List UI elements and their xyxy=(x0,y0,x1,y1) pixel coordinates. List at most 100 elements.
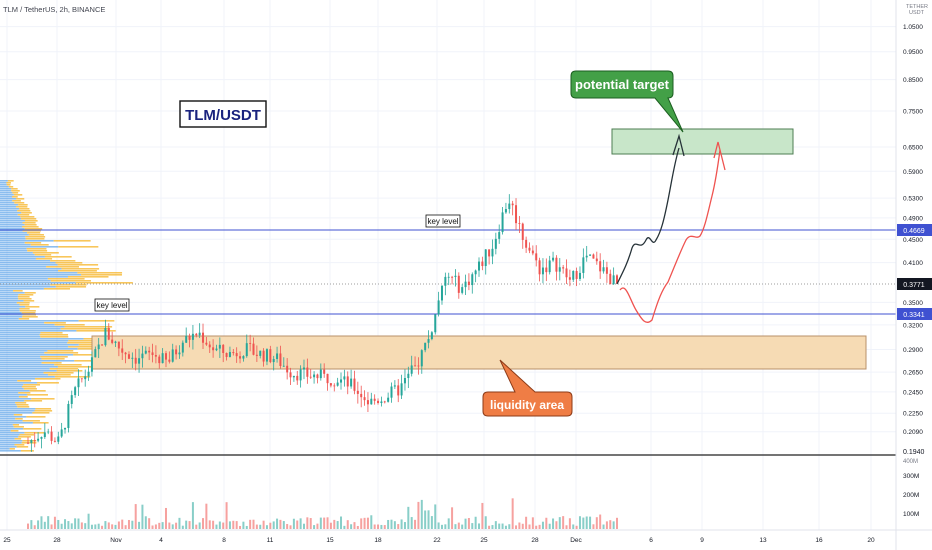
volume-profile-bar xyxy=(47,350,74,352)
key-level-left-box[interactable] xyxy=(94,298,130,312)
volume-bar xyxy=(343,525,346,529)
liquidity-area-zone[interactable] xyxy=(91,335,867,370)
volume-bar xyxy=(508,524,511,529)
volume-bar xyxy=(202,518,205,529)
volume-bar xyxy=(521,523,524,529)
volume-profile-bar xyxy=(58,270,97,272)
candle-body xyxy=(158,356,161,364)
volume-bar xyxy=(134,504,137,529)
candle-body xyxy=(541,267,544,275)
volume-profile-bar xyxy=(0,448,10,450)
volume-profile-bar xyxy=(53,240,91,242)
volume-profile-bar xyxy=(0,406,18,408)
liquidity-area-callout[interactable]: liquidity area xyxy=(482,359,573,417)
volume-bar xyxy=(387,519,390,529)
volume-bar xyxy=(262,520,265,529)
volume-profile-bar xyxy=(16,446,29,448)
volume-bar xyxy=(212,520,215,529)
candle-body xyxy=(531,250,534,254)
candle-body xyxy=(420,350,423,367)
candle-body xyxy=(144,350,147,354)
volume-profile-bar xyxy=(40,336,69,338)
candle-body xyxy=(595,258,598,262)
volume-profile-bar xyxy=(0,208,20,210)
volume-profile-bar xyxy=(0,290,14,292)
volume-profile-bar xyxy=(54,376,91,378)
volume-bar xyxy=(424,510,427,529)
candle-body xyxy=(356,390,359,394)
candle-body xyxy=(188,335,191,340)
time-tick-label: 13 xyxy=(759,537,767,544)
volume-bar xyxy=(148,518,151,529)
volume-profile-bar xyxy=(50,260,76,262)
candle-body xyxy=(124,352,127,355)
candle-body xyxy=(387,397,390,402)
price-tick-label: 0.4100 xyxy=(903,260,923,267)
potential-target-callout[interactable]: potential target xyxy=(570,70,684,133)
key-level-right-box[interactable] xyxy=(425,214,461,228)
price-tick-label: 0.2650 xyxy=(903,370,923,377)
time-tick-label: Dec xyxy=(570,537,582,544)
volume-profile-bar xyxy=(21,218,37,220)
key-level-right-label: key level xyxy=(427,217,458,226)
candle-body xyxy=(60,429,63,437)
volume-bar xyxy=(195,524,198,529)
candle-body xyxy=(326,373,329,384)
volume-bar xyxy=(175,522,178,529)
volume-bar xyxy=(309,518,312,529)
volume-bar xyxy=(602,524,605,529)
volume-profile-bar xyxy=(0,272,78,274)
volume-profile-bar xyxy=(43,372,74,374)
volume-bar xyxy=(279,519,282,529)
candle-body xyxy=(111,339,114,343)
volume-bar xyxy=(131,520,134,529)
volume-bar xyxy=(117,521,120,529)
volume-profile-bar xyxy=(0,234,29,236)
volume-profile-bar xyxy=(0,214,18,216)
volume-bar xyxy=(491,525,494,529)
volume-profile-bar xyxy=(0,366,58,368)
potential-target-zone[interactable] xyxy=(611,128,794,155)
candle-body xyxy=(198,332,201,336)
volume-profile-bar xyxy=(40,332,63,334)
candle-body xyxy=(437,300,440,315)
candle-body xyxy=(447,276,450,278)
volume-profile-bar xyxy=(23,388,37,390)
volume-bar xyxy=(215,524,218,529)
volume-bar xyxy=(451,507,454,529)
volume-bar xyxy=(437,522,440,529)
volume-profile-bar xyxy=(0,348,78,350)
volume-profile-bar xyxy=(57,366,102,368)
volume-bar xyxy=(252,519,255,529)
volume-bar xyxy=(326,517,329,529)
volume-bar xyxy=(407,506,410,529)
time-axis: 25 28 Nov 4 8 11 15 18 22 25 28 Dec 6 9 13 16 20 xyxy=(3,537,875,544)
volume-bar xyxy=(403,522,406,529)
volume-profile-bar xyxy=(44,352,79,354)
title-box[interactable] xyxy=(179,100,267,128)
volume-bar xyxy=(471,523,474,529)
volume-bar xyxy=(545,517,548,529)
candle-body xyxy=(84,376,87,380)
candle-body xyxy=(74,387,77,396)
volume-profile-bar xyxy=(19,308,30,310)
red-projection-arrowhead xyxy=(713,141,726,171)
candle-body xyxy=(377,400,380,404)
volume-bar xyxy=(313,525,316,529)
volume-bar xyxy=(124,525,127,529)
volume-bar xyxy=(410,517,413,529)
volume-profile-bar xyxy=(57,264,99,266)
volume-profile-bar xyxy=(49,368,79,370)
volume-bar xyxy=(457,522,460,529)
volume-bar xyxy=(531,517,534,529)
candle-body xyxy=(40,437,43,439)
volume-bar xyxy=(178,517,181,529)
volume-bar xyxy=(60,523,63,529)
candle-body xyxy=(350,378,353,387)
candle-body xyxy=(430,332,433,340)
volume-profile-bar xyxy=(0,404,17,406)
volume-profile-bar xyxy=(22,316,38,318)
volume-profile-bar xyxy=(0,432,25,434)
volume-profile-bar xyxy=(0,284,51,286)
volume-bar xyxy=(427,510,430,529)
